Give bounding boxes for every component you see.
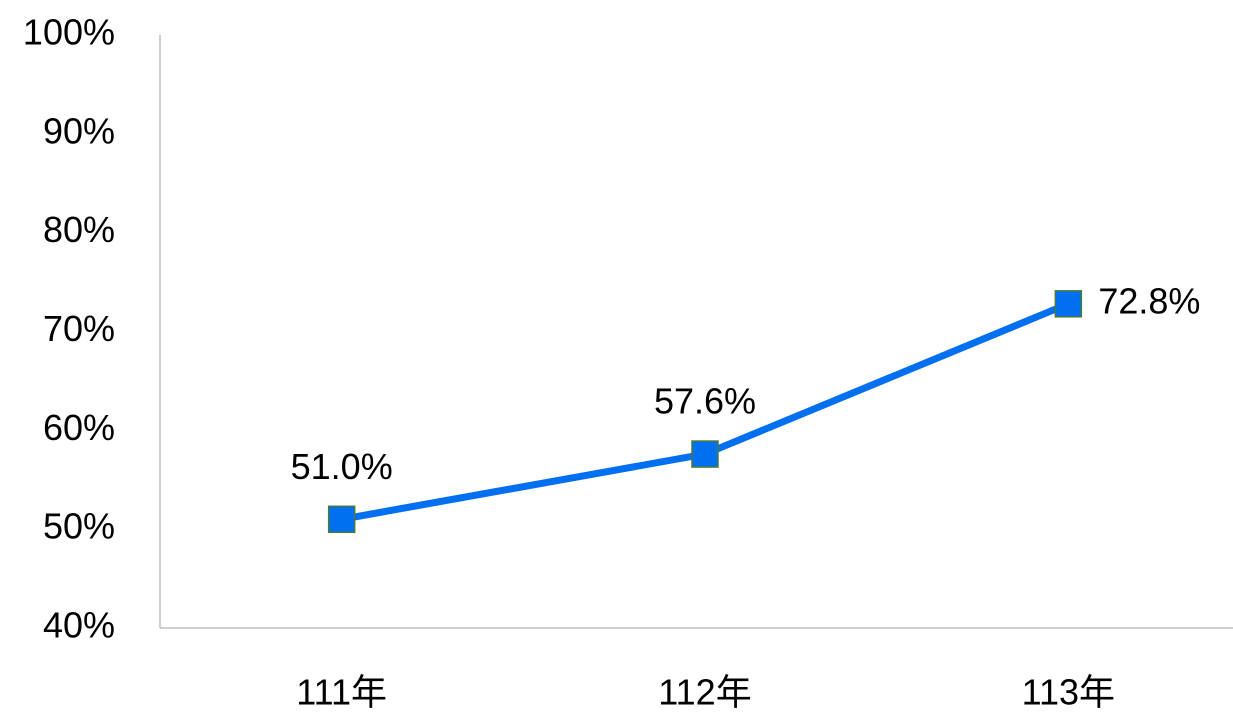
x-tick-label: 112年 xyxy=(658,672,751,713)
y-tick-label: 90% xyxy=(43,110,115,151)
y-tick-label: 50% xyxy=(43,506,115,547)
y-tick-label: 100% xyxy=(23,12,115,53)
y-tick-label: 70% xyxy=(43,308,115,349)
marker xyxy=(691,440,719,468)
data-label: 57.6% xyxy=(654,381,756,422)
y-tick-label: 60% xyxy=(43,407,115,448)
y-tick-label: 80% xyxy=(43,209,115,250)
data-label: 72.8% xyxy=(1098,280,1200,321)
marker xyxy=(1054,290,1083,318)
x-tick-label: 111年 xyxy=(296,672,387,713)
x-tick-label: 113年 xyxy=(1022,672,1115,713)
data-label: 51.0% xyxy=(291,446,393,487)
y-tick-label: 40% xyxy=(43,605,115,646)
marker xyxy=(327,505,356,534)
